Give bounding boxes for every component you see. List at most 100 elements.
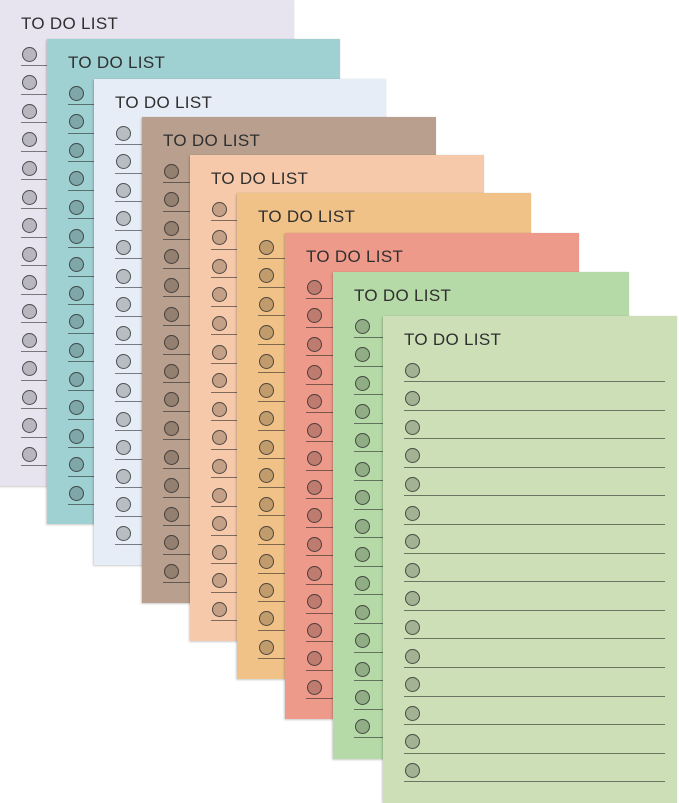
checkbox-circle — [212, 315, 227, 331]
checkbox-circle — [164, 335, 179, 351]
checkbox-circle — [69, 85, 84, 101]
checkbox-circle — [22, 361, 37, 377]
checkbox-circle — [259, 325, 274, 341]
checkbox-circle — [22, 275, 37, 291]
checkbox-circle — [355, 718, 370, 734]
writing-line — [404, 438, 665, 440]
checkbox-circle — [212, 401, 227, 417]
checkbox-circle — [164, 363, 179, 379]
checkbox-circle — [69, 400, 84, 416]
writing-line — [404, 524, 665, 525]
checkbox-circle — [22, 303, 37, 319]
checkbox-circle — [307, 279, 322, 295]
checkbox-circle — [164, 163, 179, 179]
checkbox-circle — [259, 639, 274, 655]
checkbox-circle — [405, 419, 420, 435]
writing-line — [404, 409, 665, 411]
checkbox-circle — [405, 505, 420, 521]
checkbox-circle — [259, 239, 274, 255]
pad-title: TO DO LIST — [258, 207, 356, 226]
writing-line — [404, 638, 665, 640]
checkbox-circle — [69, 114, 84, 130]
checkbox-circle — [307, 594, 322, 610]
checkbox-circle — [405, 391, 420, 407]
notepad-sage: TO DO LIST — [383, 316, 677, 803]
checkbox-circle — [116, 297, 131, 313]
checkbox-circle — [22, 389, 37, 405]
checkbox-circle — [405, 734, 420, 750]
checkbox-circle — [116, 411, 131, 427]
checkbox-circle — [405, 476, 420, 492]
writing-line — [404, 581, 665, 583]
checkbox-circle — [307, 565, 322, 581]
checkbox-circle — [22, 75, 37, 91]
checkbox-circle — [69, 428, 84, 444]
checkbox-circle — [307, 508, 322, 524]
writing-line — [404, 466, 665, 468]
checkbox-circle — [355, 690, 370, 706]
checkbox-circle — [69, 342, 84, 358]
checkbox-circle — [164, 192, 179, 208]
checkbox-circle — [164, 277, 179, 293]
checkbox-circle — [212, 458, 227, 474]
checkbox-circle — [69, 485, 84, 501]
checkbox-circle — [405, 362, 420, 378]
checkbox-circle — [164, 506, 179, 522]
checkbox-circle — [22, 418, 37, 434]
checkbox-circle — [22, 46, 37, 62]
checkbox-circle — [355, 404, 370, 420]
checkbox-circle — [307, 479, 322, 495]
checkbox-circle — [22, 160, 37, 176]
checkbox-circle — [355, 661, 370, 677]
checkbox-circle — [355, 375, 370, 391]
checkbox-circle — [22, 132, 37, 148]
checkbox-circle — [307, 308, 322, 324]
writing-line — [404, 695, 665, 697]
pad-title: TO DO LIST — [211, 169, 309, 188]
checkbox-circle — [259, 411, 274, 427]
checkbox-circle — [116, 468, 131, 484]
checkbox-circle — [307, 393, 322, 409]
pad-title: TO DO LIST — [404, 330, 502, 349]
writing-line — [404, 495, 665, 497]
checkbox-circle — [22, 218, 37, 234]
checkbox-circle — [22, 332, 37, 348]
checkbox-circle — [212, 201, 227, 217]
writing-line — [404, 752, 665, 754]
checkbox-circle — [212, 430, 227, 446]
checkbox-circle — [116, 182, 131, 198]
checkbox-circle — [164, 249, 179, 265]
checkbox-circle — [355, 318, 370, 334]
checkbox-circle — [69, 171, 84, 187]
checkbox-circle — [212, 487, 227, 503]
checkbox-circle — [22, 446, 37, 462]
checkbox-circle — [355, 490, 370, 506]
checkbox-circle — [259, 468, 274, 484]
checkbox-circle — [69, 142, 84, 158]
checkbox-circle — [69, 371, 84, 387]
checkbox-circle — [405, 705, 420, 721]
checkbox-circle — [212, 344, 227, 360]
checkbox-circle — [164, 220, 179, 236]
checkbox-circle — [259, 296, 274, 312]
checkbox-circle — [22, 189, 37, 205]
checkbox-circle — [307, 365, 322, 381]
checkbox-circle — [116, 154, 131, 170]
checkbox-circle — [116, 125, 131, 141]
checkbox-circle — [405, 677, 420, 693]
writing-line — [404, 609, 665, 611]
checkbox-circle — [164, 478, 179, 494]
checkbox-circle — [164, 306, 179, 322]
checkbox-circle — [116, 440, 131, 456]
checkbox-circle — [355, 604, 370, 620]
checkbox-circle — [116, 211, 131, 227]
checkbox-circle — [355, 461, 370, 477]
checkbox-circle — [307, 622, 322, 638]
pad-title: TO DO LIST — [163, 131, 261, 150]
checkbox-circle — [355, 518, 370, 534]
checkbox-circle — [69, 199, 84, 215]
checkbox-circle — [259, 439, 274, 455]
pad-title: TO DO LIST — [21, 14, 119, 33]
writing-line — [404, 381, 665, 382]
